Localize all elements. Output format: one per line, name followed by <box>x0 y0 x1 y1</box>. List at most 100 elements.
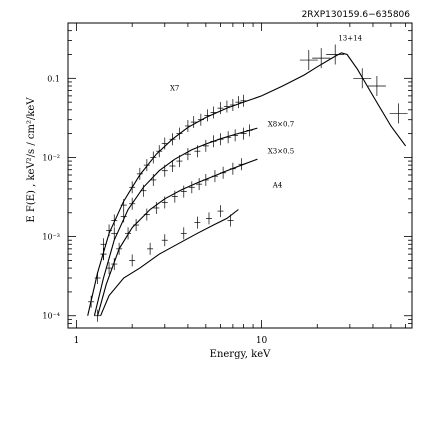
data-point-x7 <box>190 116 197 129</box>
data-point-a4 <box>161 234 168 247</box>
series-label-13-14: 13+14 <box>338 35 362 43</box>
data-point-x3-0-5 <box>153 201 160 214</box>
y-tick-label: 10⁻² <box>42 153 60 162</box>
data-point-x7 <box>229 99 236 112</box>
data-point-x7 <box>235 96 242 109</box>
model-line-x3-0-5 <box>97 158 258 316</box>
data-point-13-14 <box>389 103 408 124</box>
data-point-x8-0-7 <box>202 139 209 152</box>
data-point-a4 <box>100 248 107 261</box>
data-point-x7 <box>161 137 168 150</box>
data-point-x7 <box>240 94 247 107</box>
data-point-x8-0-7 <box>184 148 191 161</box>
data-point-x3-0-5 <box>196 178 203 191</box>
data-point-x8-0-7 <box>140 184 147 197</box>
data-point-x3-0-5 <box>133 219 140 232</box>
data-point-x7 <box>129 181 136 194</box>
data-point-a4 <box>111 258 118 271</box>
data-point-x8-0-7 <box>120 210 127 223</box>
series-label-x3-0-5: X3×0.5 <box>268 148 294 156</box>
data-point-x3-0-5 <box>125 227 132 240</box>
data-point-x7 <box>150 151 157 164</box>
series-label-a4: A4 <box>272 181 283 189</box>
series-x7 <box>87 52 407 316</box>
x-tick-label: 1 <box>74 336 80 346</box>
x-axis-label: Energy, keV <box>210 349 271 360</box>
data-point-a4 <box>147 242 154 255</box>
series-a4 <box>94 205 239 322</box>
data-point-x8-0-7 <box>210 135 217 148</box>
data-point-x8-0-7 <box>225 131 232 144</box>
data-point-x8-0-7 <box>129 197 136 210</box>
data-point-x3-0-5 <box>220 166 227 179</box>
data-point-x7 <box>156 145 163 158</box>
series-layer <box>87 44 408 322</box>
data-point-x8-0-7 <box>176 155 183 168</box>
series-13-14 <box>299 44 408 124</box>
series-labels: X7 13+14 X8×0.7 X3×0.5 A4 <box>170 35 363 190</box>
data-point-x3-0-5 <box>202 173 209 186</box>
data-point-x8-0-7 <box>111 227 118 240</box>
data-point-a4 <box>94 309 101 322</box>
data-point-x7 <box>223 100 230 113</box>
data-point-x7 <box>136 167 143 180</box>
data-point-x7 <box>169 133 176 146</box>
data-point-x7 <box>184 119 191 132</box>
data-point-x3-0-5 <box>188 181 195 194</box>
data-point-x8-0-7 <box>217 133 224 146</box>
data-point-a4 <box>217 205 224 218</box>
series-label-x7: X7 <box>170 85 179 93</box>
y-axis-label: E F(E) , keV²/s / cm²/keV <box>26 97 37 223</box>
data-point-13-14 <box>367 75 386 96</box>
data-point-x8-0-7 <box>169 159 176 172</box>
data-point-x3-0-5 <box>161 196 168 209</box>
model-line-x7 <box>87 52 407 316</box>
data-point-x8-0-7 <box>240 127 247 140</box>
data-point-13-14 <box>299 50 318 71</box>
axis-ticks <box>68 22 412 329</box>
data-point-x7 <box>143 159 150 172</box>
y-tick-label: 10⁻³ <box>42 233 60 242</box>
y-tick-label: 10⁻⁴ <box>42 312 60 321</box>
data-point-13-14 <box>353 68 372 89</box>
data-point-x7 <box>197 113 204 126</box>
data-point-x7 <box>176 127 183 140</box>
axis-tick-labels: 1 10 0.1 10⁻² 10⁻³ 10⁻⁴ <box>42 74 267 346</box>
data-point-x3-0-5 <box>171 190 178 203</box>
series-label-x8-0-7: X8×0.7 <box>268 121 294 129</box>
data-point-x3-0-5 <box>116 242 123 255</box>
model-line-a4 <box>100 209 239 316</box>
data-point-x3-0-5 <box>180 185 187 198</box>
x-tick-label: 10 <box>256 336 268 346</box>
data-point-x3-0-5 <box>106 262 113 275</box>
data-point-x3-0-5 <box>143 208 150 221</box>
data-point-x8-0-7 <box>232 129 239 142</box>
data-point-a4 <box>180 227 187 240</box>
series-x3-0-5 <box>97 158 258 316</box>
plot-frame <box>67 22 413 329</box>
chart-title: 2RXP130159.6−635806 <box>302 10 411 20</box>
data-point-a4 <box>227 214 234 227</box>
data-point-x7 <box>120 199 127 212</box>
data-point-x8-0-7 <box>194 145 201 158</box>
data-point-x7 <box>106 224 113 237</box>
y-tick-label: 0.1 <box>47 74 60 83</box>
model-line-x8-0-7 <box>93 127 258 316</box>
data-point-a4 <box>205 212 212 225</box>
data-point-x7 <box>111 214 118 227</box>
data-point-x7 <box>210 106 217 119</box>
data-point-a4 <box>194 216 201 229</box>
data-point-x8-0-7 <box>161 164 168 177</box>
data-point-x3-0-5 <box>211 170 218 183</box>
data-point-a4 <box>129 254 136 267</box>
series-x8-0-7 <box>93 124 258 316</box>
data-point-x7 <box>88 295 95 308</box>
data-point-13-14 <box>312 48 331 69</box>
data-point-x8-0-7 <box>150 173 157 186</box>
data-point-x7 <box>217 102 224 115</box>
data-point-x3-0-5 <box>229 162 236 175</box>
data-point-13-14 <box>326 44 345 65</box>
data-point-x3-0-5 <box>238 158 245 171</box>
data-point-x7 <box>204 109 211 122</box>
